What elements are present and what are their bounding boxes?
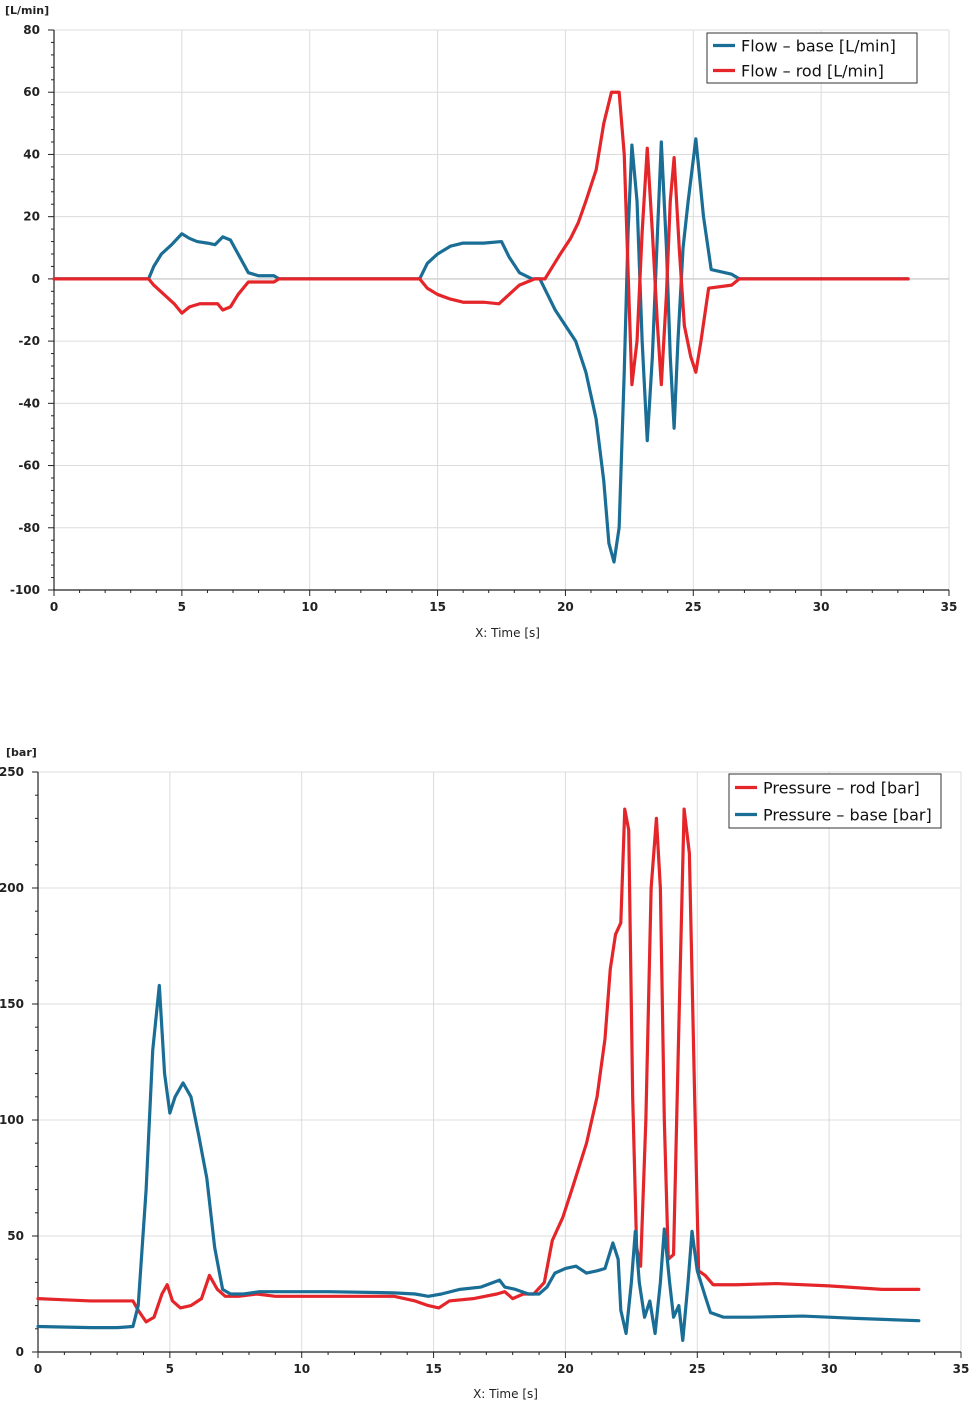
x-tick-label: 5 (178, 600, 186, 614)
legend: Pressure – rod [bar] Pressure – base [bar… (728, 773, 942, 829)
x-tick-label: 20 (557, 600, 574, 614)
y-tick-label: 150 (0, 997, 24, 1011)
x-axis-label: X: Time [s] (475, 626, 540, 640)
y-tick-label: 200 (0, 881, 24, 895)
series-line-red (36, 807, 921, 1324)
pressure-chart: 250 200 150 100 50 00 5 10 15 20 25 30 35 [bar] X: Tim… (0, 746, 969, 1401)
y-tick-label: -40 (18, 396, 40, 410)
x-tick-label: 15 (429, 600, 446, 614)
x-tick-label: 35 (953, 1362, 970, 1376)
x-tick-label: 15 (425, 1362, 442, 1376)
y-tick-label: 80 (23, 23, 40, 37)
y-tick-label: -80 (18, 521, 40, 535)
x-tick-label: 20 (557, 1362, 574, 1376)
x-tick-label: 30 (821, 1362, 838, 1376)
y-tick-label: -20 (18, 334, 40, 348)
series-line-blue (36, 983, 921, 1342)
x-tick-label: 10 (293, 1362, 310, 1376)
y-unit-label: [L/min] (5, 4, 49, 17)
legend-entry-label: Pressure – base [bar] (763, 806, 932, 825)
legend: Flow – base [L/min] Flow – rod [L/min] (706, 32, 918, 84)
legend-box (706, 32, 918, 84)
y-tick-label: 60 (23, 85, 40, 99)
x-tick-label: 5 (166, 1362, 174, 1376)
x-tick-label: 25 (685, 600, 702, 614)
y-unit-label: [bar] (6, 746, 37, 759)
x-tick-label: 25 (689, 1362, 706, 1376)
series-line-red (52, 90, 910, 387)
legend-entry-label: Flow – rod [L/min] (741, 62, 884, 81)
y-tick-label: 0 (32, 272, 40, 286)
y-tick-label: 40 (23, 147, 40, 161)
series-line-blue (52, 137, 910, 564)
x-tick-label: 35 (941, 600, 958, 614)
y-tick-label: 250 (0, 765, 24, 779)
legend-box (728, 773, 942, 829)
y-tick-label: -100 (10, 583, 40, 597)
flow-chart: 80 60 40 20 0 -20 -40 -60 -80 -100 0 5 10 15 20 25 30 35 [… (5, 4, 957, 640)
legend-entry-label: Flow – base [L/min] (741, 37, 896, 56)
x-tick-label: 0 (50, 600, 58, 614)
y-tick-label: 20 (23, 210, 40, 224)
x-tick-label: 30 (813, 600, 830, 614)
x-tick-label: 10 (301, 600, 318, 614)
x-axis-label: X: Time [s] (473, 1387, 538, 1401)
legend-entry-label: Pressure – rod [bar] (763, 779, 920, 798)
y-tick-label: 100 (0, 1113, 24, 1127)
y-tick-label: 0 (16, 1345, 24, 1359)
y-tick-label: 50 (7, 1229, 24, 1243)
y-tick-label: -60 (18, 459, 40, 473)
x-tick-label: 0 (34, 1362, 42, 1376)
